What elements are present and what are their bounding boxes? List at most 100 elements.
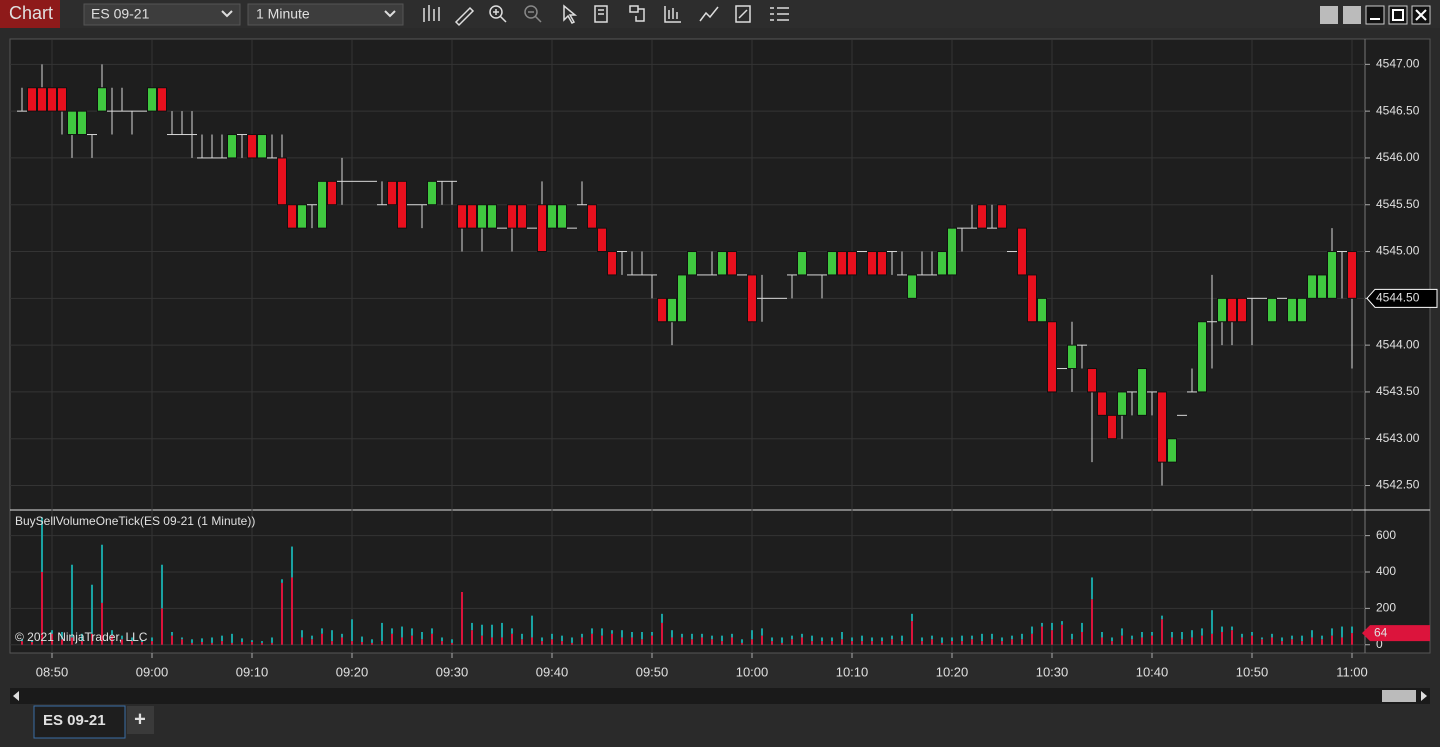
x-tick-label: 09:10 — [236, 664, 269, 679]
volume-bar — [1021, 633, 1023, 640]
volume-bar — [161, 608, 163, 645]
volume-bar — [1331, 628, 1333, 636]
volume-bar — [261, 641, 263, 643]
indicators-icon[interactable] — [664, 6, 681, 23]
volume-bar — [211, 637, 213, 643]
volume-bar — [551, 633, 553, 640]
volume-bar — [431, 628, 433, 634]
volume-bar — [1111, 637, 1113, 642]
data-box-icon[interactable] — [594, 5, 608, 23]
volume-bar — [1001, 641, 1003, 645]
candle-body — [797, 251, 807, 276]
maximize-button[interactable] — [1388, 5, 1408, 25]
window-button[interactable] — [1343, 6, 1361, 24]
tab-label: ES 09-21 — [43, 712, 106, 729]
volume-bar — [1121, 635, 1123, 645]
volume-bar — [731, 633, 733, 638]
volume-bar — [311, 639, 313, 645]
volume-bar — [271, 637, 273, 643]
volume-marker — [1362, 625, 1430, 642]
y-tick-label: 4542.50 — [1376, 478, 1420, 492]
volume-bar — [321, 628, 323, 634]
volume-bar — [761, 635, 763, 645]
volume-bar — [1091, 577, 1093, 600]
volume-bar — [21, 641, 23, 645]
volume-bar — [631, 637, 633, 645]
volume-bar — [461, 592, 463, 645]
volume-bar — [1181, 639, 1183, 645]
volume-bar — [401, 637, 403, 645]
volume-bar — [1041, 622, 1043, 627]
volume-bar — [501, 622, 503, 638]
volume-bar — [911, 621, 913, 645]
volume-bar — [851, 637, 853, 642]
candle-body — [657, 297, 667, 323]
y-tick-label: 4544.00 — [1376, 337, 1420, 351]
volume-bar — [251, 640, 253, 642]
candle-body — [847, 251, 857, 276]
volume-bar — [971, 635, 973, 640]
volume-bar — [1061, 621, 1063, 625]
add-tab-button[interactable] — [127, 706, 154, 734]
list-icon[interactable] — [770, 7, 789, 21]
volume-bar — [671, 637, 673, 645]
volume-bar — [1191, 637, 1193, 645]
volume-bar — [231, 642, 233, 645]
volume-bar — [851, 641, 853, 645]
volume-bar — [641, 639, 643, 645]
volume-bar — [1351, 626, 1353, 634]
volume-bar — [1251, 632, 1253, 636]
volume-bar — [61, 632, 63, 640]
window-button[interactable] — [1320, 6, 1338, 24]
draw-icon[interactable] — [454, 6, 475, 27]
candle-body — [1037, 297, 1047, 323]
volume-bar — [881, 637, 883, 642]
scroll-thumb[interactable] — [1382, 690, 1416, 702]
volume-bar — [511, 628, 513, 634]
volume-bar — [221, 641, 223, 645]
volume-bar — [431, 633, 433, 645]
volume-bar — [641, 632, 643, 640]
candle-body — [287, 204, 297, 229]
dropdown-arrow — [384, 10, 396, 18]
volume-bar — [1231, 626, 1233, 631]
candle-body — [297, 204, 307, 229]
volume-bar — [371, 642, 373, 645]
volume-bar — [201, 642, 203, 645]
volume-bar — [691, 639, 693, 645]
instrument-dropdown[interactable] — [83, 3, 241, 26]
x-tick-label: 10:40 — [1136, 664, 1169, 679]
interval-dropdown[interactable] — [247, 3, 404, 26]
properties-icon[interactable] — [629, 5, 645, 22]
volume-bar — [651, 635, 653, 645]
minimize-button[interactable] — [1365, 5, 1385, 25]
volume-bar — [571, 642, 573, 645]
volume-bar — [1221, 626, 1223, 632]
volume-bar — [81, 633, 83, 642]
tab[interactable] — [33, 705, 126, 739]
volume-bar — [191, 639, 193, 643]
volume-bar — [731, 637, 733, 645]
pointer-icon[interactable] — [563, 4, 578, 24]
volume-bar — [961, 641, 963, 645]
volume-bar — [901, 641, 903, 645]
scrollbar[interactable] — [10, 688, 1430, 704]
volume-bar — [871, 641, 873, 645]
volume-bar — [381, 641, 383, 645]
volume-bar — [241, 638, 243, 642]
volume-bar — [1081, 622, 1083, 632]
strategies-icon[interactable] — [699, 6, 719, 22]
templates-icon[interactable] — [735, 5, 751, 23]
candle-body — [147, 87, 157, 112]
bars-icon[interactable] — [423, 5, 440, 22]
zoom-in-icon[interactable] — [489, 5, 503, 19]
volume-bar — [1261, 637, 1263, 640]
scroll-right[interactable] — [1421, 691, 1427, 701]
volume-bar — [341, 633, 343, 638]
zoom-out-icon[interactable] — [524, 5, 538, 19]
volume-bar — [981, 633, 983, 642]
scroll-left[interactable] — [13, 691, 19, 701]
volume-bar — [571, 637, 573, 643]
volume-bar — [931, 639, 933, 645]
volume-bar — [821, 637, 823, 642]
